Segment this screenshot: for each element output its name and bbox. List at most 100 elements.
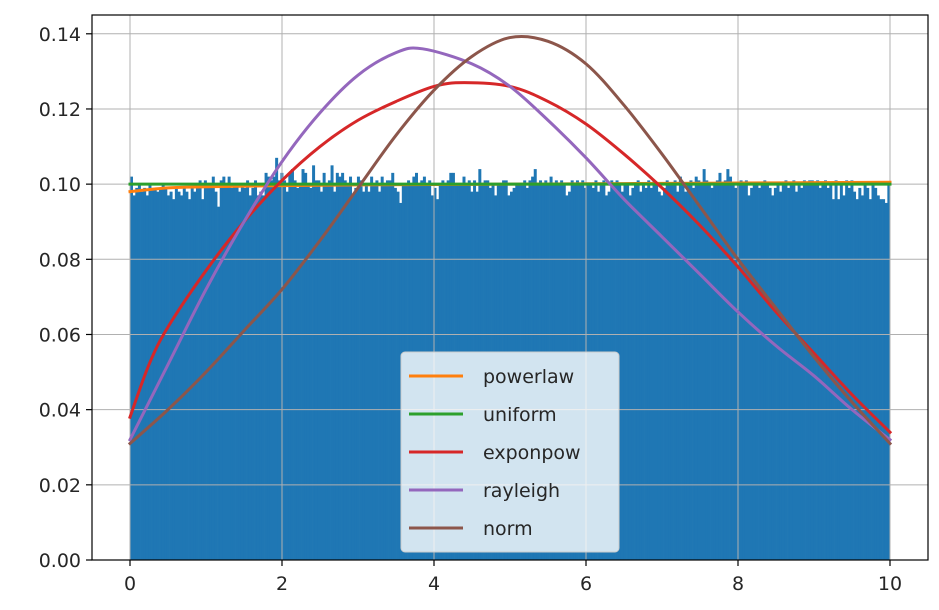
histogram-bar [159,187,163,560]
histogram-bar [707,184,711,560]
histogram-bar [797,184,801,560]
histogram-bar [758,187,762,560]
histogram-bar [663,187,667,560]
histogram-bar [700,184,703,560]
histogram-bar [132,195,136,560]
x-axis-ticks: 0 2 4 6 8 10 [124,560,902,595]
histogram-bar [634,184,638,560]
histogram-bar [356,176,360,560]
histogram-bar [655,184,659,560]
histogram-bar [641,184,645,560]
histogram-bar [243,187,247,560]
histogram-bar [628,195,632,560]
histogram-bar [251,187,255,560]
histogram-bar [185,191,189,561]
histogram-bar [792,180,796,560]
histogram-bar [773,187,777,560]
histogram-bar [393,187,397,560]
histogram-bar [130,176,133,560]
legend-label-powerlaw: powerlaw [483,366,574,388]
histogram-bar [813,184,817,560]
histogram-bar [264,172,268,561]
histogram-bar [882,199,886,560]
histogram-bar [354,187,358,560]
histogram-bar [330,165,334,560]
series-lines [127,34,893,446]
x-tick-label: 4 [428,573,440,595]
histogram-bar [333,191,337,561]
y-tick-label: 0.10 [39,174,81,196]
histogram-bar [723,180,727,560]
histogram-bar [156,191,160,561]
histogram-bar [235,184,239,560]
histogram-bar [272,176,276,560]
histogram-bar [301,169,305,560]
histogram-bar [639,191,643,561]
histogram-bar [692,187,696,560]
histogram-bar [148,184,152,560]
histogram-bar [657,191,661,561]
histogram-bar [248,195,252,560]
histogram-bar [795,191,798,561]
histogram-bar [277,180,281,560]
histogram-bar [747,195,751,560]
histogram-bar [296,187,300,560]
histogram-bar [338,176,342,560]
histogram-bar [860,195,864,560]
histogram-bar [652,180,656,560]
histogram-bar [317,180,321,560]
histogram-bar [681,184,685,560]
histogram-bar [726,169,730,560]
histogram-bar [868,199,872,560]
histogram-bar [209,187,213,560]
histogram-bar [787,187,791,560]
legend-label-exponpow: exponpow [483,442,581,464]
histogram-bar [380,176,384,560]
histogram-bar [850,180,854,560]
histogram-bar [285,191,289,561]
histogram-bar [689,180,693,560]
histogram-bar [636,180,640,560]
histogram-bar [388,180,392,560]
histogram-bar [153,187,157,560]
histogram-bar [845,180,849,560]
histogram-bar [665,180,669,560]
histogram-bar [810,180,814,560]
histogram-bar [275,157,279,561]
histogram-bar [137,184,141,560]
histogram-bar [246,180,250,560]
histogram-bar [359,180,363,560]
histogram-bar [684,191,688,561]
histogram-bar [259,191,263,561]
histogram-bar [808,180,812,560]
histogram-bar [705,180,709,560]
histogram-bar [884,202,888,560]
histogram-bar [240,184,244,560]
x-tick-label: 6 [580,573,592,595]
histogram-bar [702,169,706,560]
histogram-bar [763,180,767,560]
histogram-bar [309,187,313,560]
histogram-bar [182,187,186,560]
histogram-bar [623,184,627,560]
histogram-bar [842,195,846,560]
histogram-bar [668,184,672,560]
histogram-bar [174,187,178,560]
series-line-rayleigh [127,46,893,442]
histogram-bar [739,180,743,560]
y-tick-label: 0.06 [39,324,81,346]
histogram-bar [694,176,698,560]
histogram-bar [293,180,297,560]
legend: powerlaw uniform exponpow rayleigh norm [400,351,620,553]
histogram-bar [169,191,173,561]
histogram-bar [631,187,635,560]
histogram-bar [314,180,318,560]
histogram-bar [644,187,648,560]
histogram-bar [385,180,389,560]
histogram-bar [140,191,144,561]
histogram-bar [784,180,788,560]
x-tick-label: 0 [124,573,136,595]
histogram-bar [779,191,783,561]
histogram-bar [718,172,722,561]
histogram-bar [172,199,176,560]
